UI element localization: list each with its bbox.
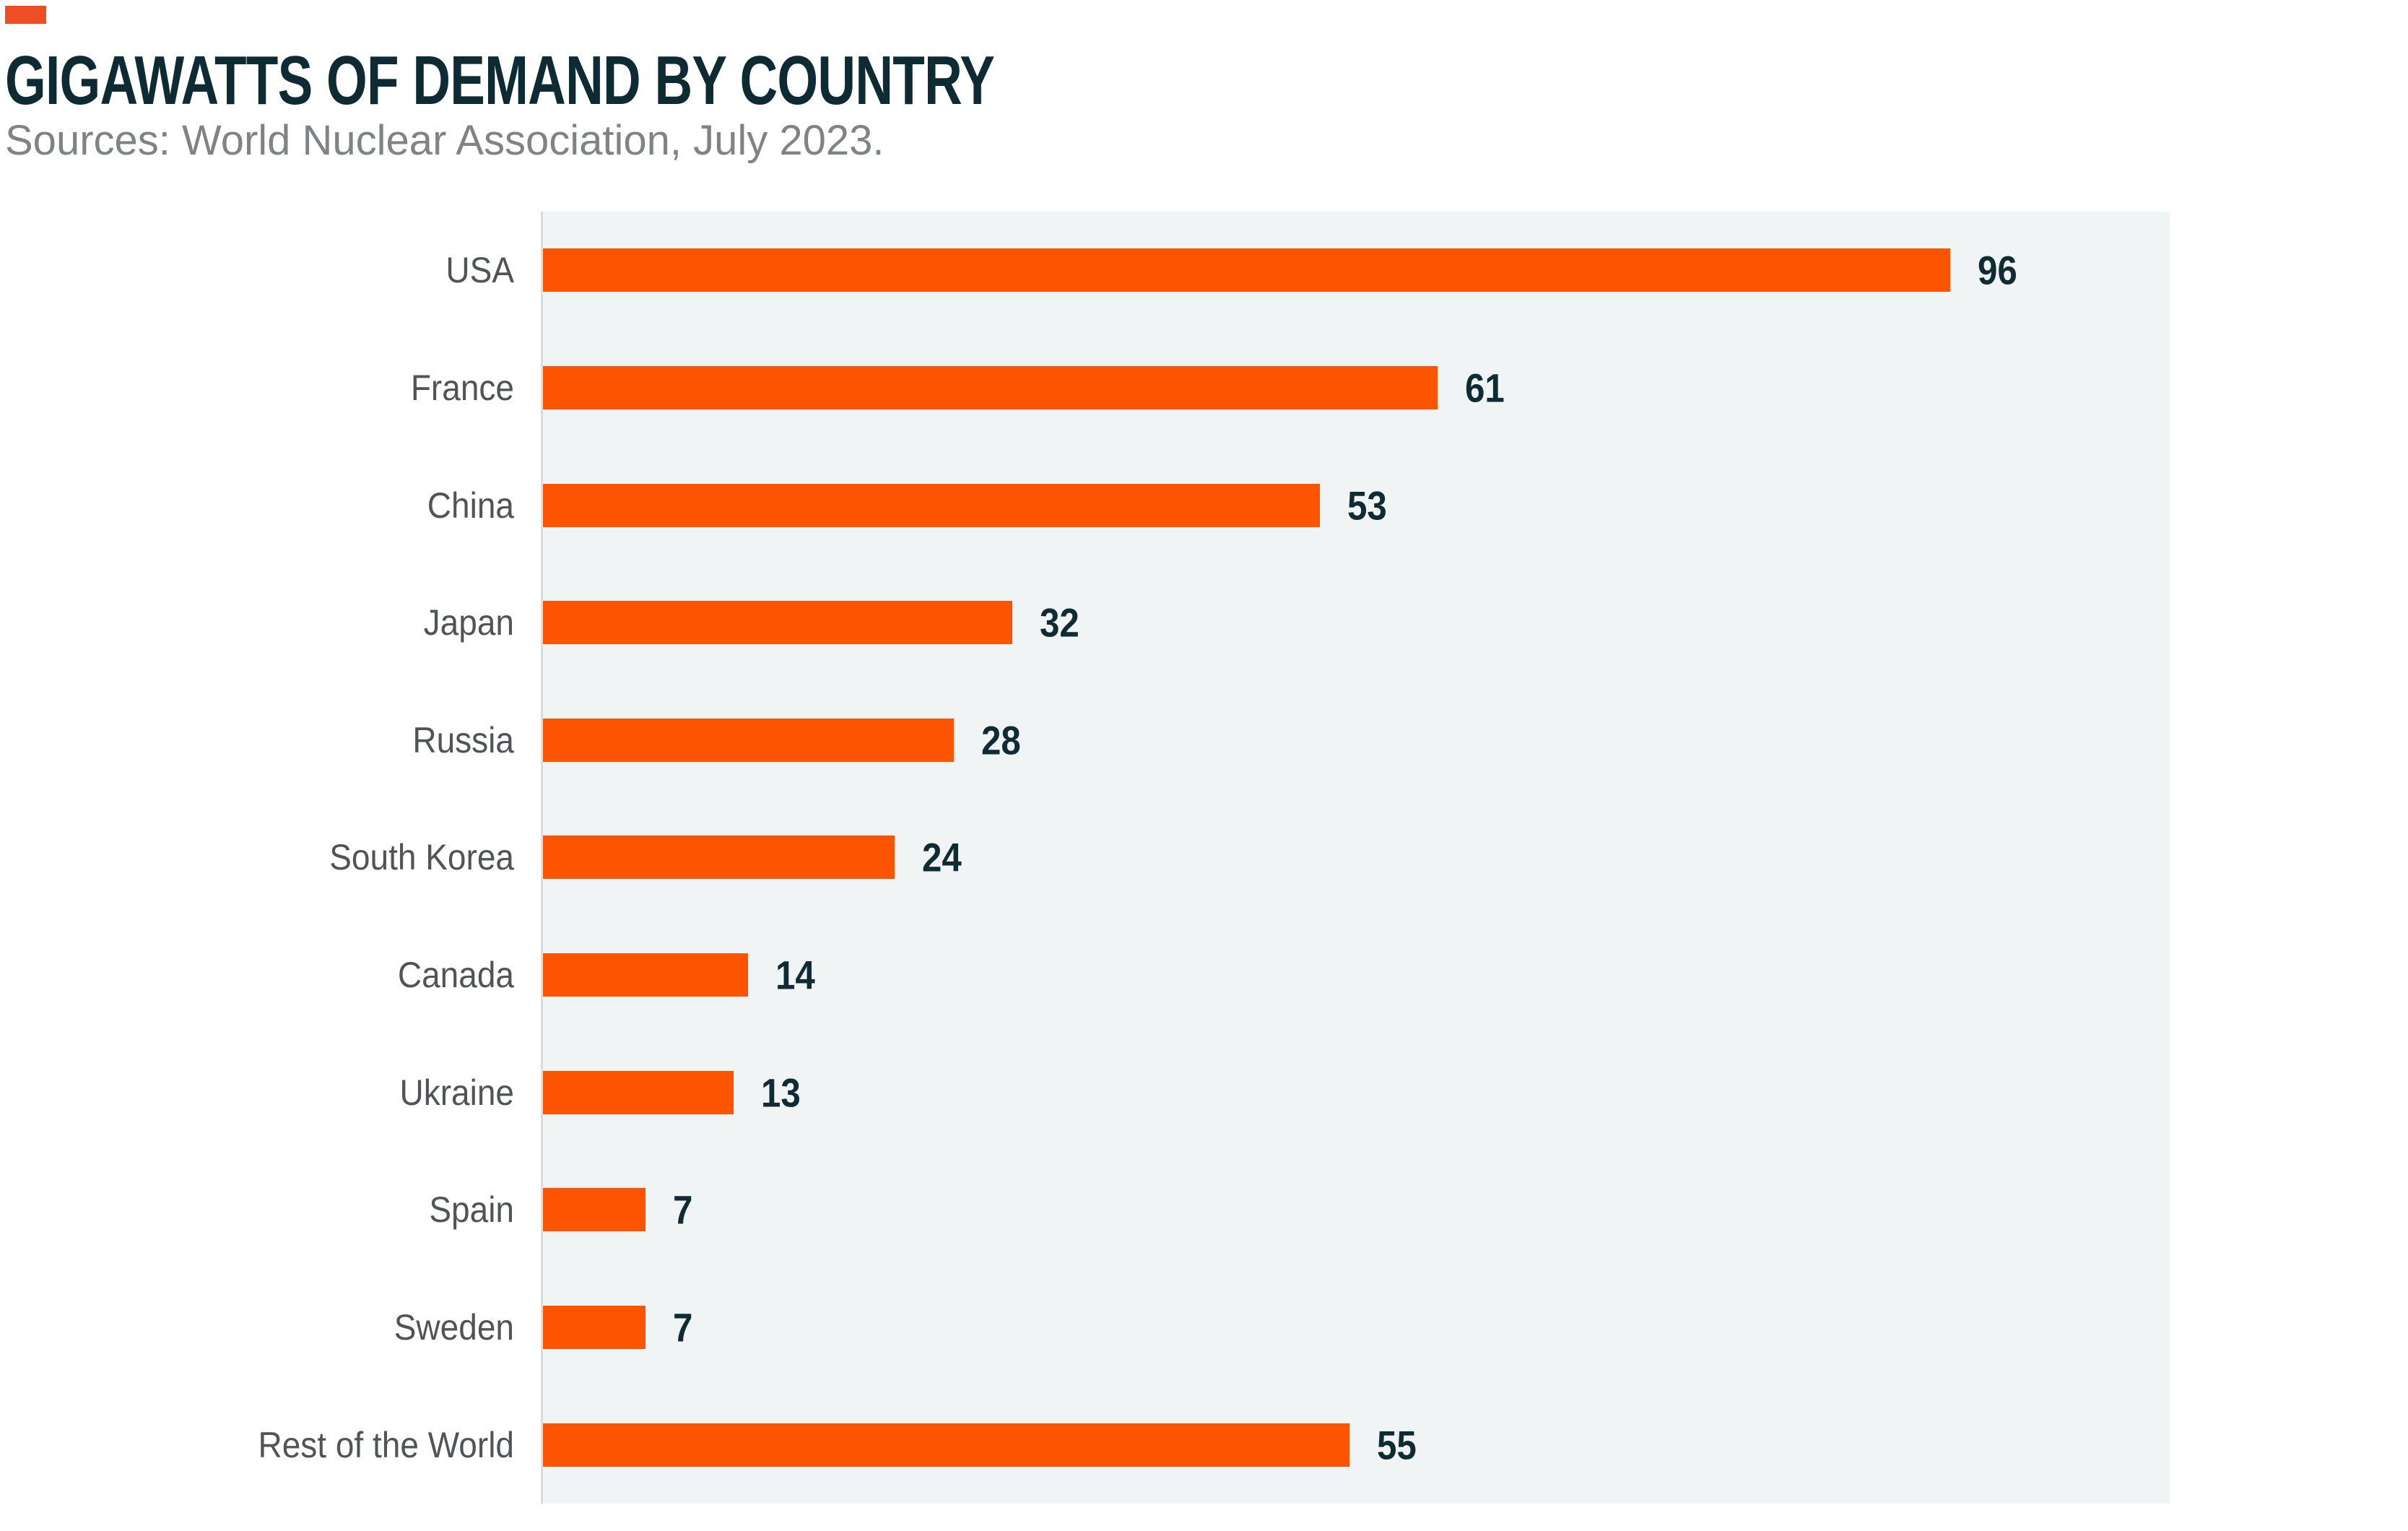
chart-row: South Korea 24 — [0, 799, 2170, 916]
bar — [543, 718, 954, 762]
chart-row: USA 96 — [0, 212, 2170, 329]
category-label: Rest of the World — [258, 1424, 514, 1465]
chart-row: Sweden 7 — [0, 1269, 2170, 1387]
chart-row: Japan 32 — [0, 564, 2170, 682]
chart-row: China 53 — [0, 446, 2170, 564]
bar — [543, 1423, 1349, 1467]
value-label: 13 — [761, 1070, 801, 1116]
page-subtitle: Sources: World Nuclear Association, July… — [5, 117, 884, 164]
page-title: GIGAWATTS OF DEMAND BY COUNTRY — [5, 42, 995, 119]
category-label: Spain — [429, 1189, 514, 1231]
value-label: 53 — [1347, 482, 1387, 529]
bar — [543, 248, 1950, 292]
bar — [543, 836, 895, 880]
category-label: Canada — [397, 955, 514, 996]
value-label: 14 — [775, 952, 815, 998]
category-label: Russia — [412, 719, 514, 760]
value-label: 28 — [981, 717, 1021, 763]
category-label: USA — [445, 250, 514, 291]
category-label: South Korea — [329, 837, 514, 878]
bar — [543, 483, 1320, 527]
brand-mark — [5, 6, 46, 24]
bar — [543, 601, 1012, 645]
chart-row: Ukraine 13 — [0, 1033, 2170, 1151]
chart-row: Rest of the World 55 — [0, 1386, 2170, 1504]
category-label: France — [410, 367, 514, 408]
chart-row: Canada 14 — [0, 916, 2170, 1034]
bar — [543, 953, 748, 997]
value-label: 96 — [1978, 247, 2017, 293]
bar — [543, 1070, 734, 1114]
bar — [543, 365, 1438, 409]
value-label: 24 — [922, 834, 962, 880]
category-label: Ukraine — [399, 1072, 514, 1113]
chart-row: Spain 7 — [0, 1151, 2170, 1269]
value-label: 7 — [673, 1304, 693, 1350]
category-label: China — [427, 485, 514, 526]
bar — [543, 1188, 646, 1232]
bar — [543, 1306, 646, 1350]
y-axis-line — [541, 212, 543, 1504]
value-label: 32 — [1040, 599, 1079, 646]
value-label: 55 — [1377, 1422, 1417, 1468]
value-label: 7 — [673, 1187, 693, 1233]
category-label: Sweden — [394, 1307, 514, 1348]
chart-row: France 61 — [0, 329, 2170, 447]
chart-row: Russia 28 — [0, 682, 2170, 799]
category-label: Japan — [423, 602, 514, 643]
value-label: 61 — [1465, 365, 1505, 411]
